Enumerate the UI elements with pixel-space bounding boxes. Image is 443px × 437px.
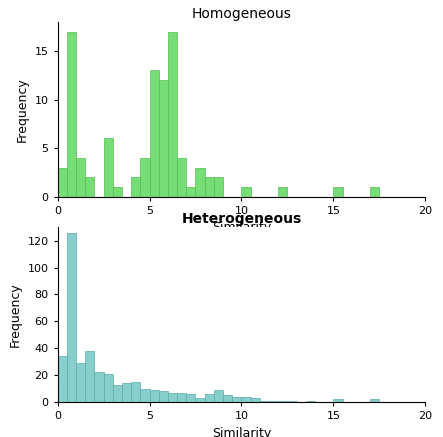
Bar	[58, 167, 67, 197]
Bar	[333, 399, 342, 402]
Title: Heterogeneous: Heterogeneous	[181, 212, 302, 226]
Bar	[140, 388, 149, 402]
Bar	[241, 187, 251, 197]
Bar	[67, 232, 76, 402]
Bar	[131, 177, 140, 197]
Bar	[370, 399, 379, 402]
Bar	[67, 31, 76, 197]
Bar	[333, 187, 342, 197]
Bar	[104, 139, 113, 197]
Bar	[177, 158, 186, 197]
Bar	[195, 398, 205, 402]
Y-axis label: Frequency: Frequency	[16, 77, 29, 142]
Bar	[223, 395, 232, 402]
Bar	[58, 356, 67, 402]
Bar	[177, 392, 186, 402]
Bar	[278, 187, 288, 197]
Bar	[269, 401, 278, 402]
Bar	[214, 177, 223, 197]
Bar	[370, 187, 379, 197]
Bar	[205, 394, 214, 402]
Bar	[113, 385, 122, 402]
Bar	[186, 394, 195, 402]
Bar	[168, 31, 177, 197]
Bar	[288, 401, 297, 402]
Bar	[232, 397, 241, 402]
Bar	[306, 401, 315, 402]
Bar	[168, 392, 177, 402]
Bar	[205, 177, 214, 197]
Bar	[104, 374, 113, 402]
Bar	[140, 158, 149, 197]
Title: Homogeneous: Homogeneous	[191, 7, 291, 21]
Bar	[76, 363, 85, 402]
Bar	[149, 390, 159, 402]
Bar	[251, 398, 260, 402]
Bar	[159, 80, 168, 197]
Bar	[186, 187, 195, 197]
Bar	[76, 158, 85, 197]
Bar	[131, 382, 140, 402]
Bar	[113, 187, 122, 197]
Bar	[149, 70, 159, 197]
Bar	[260, 401, 269, 402]
Bar	[122, 383, 131, 402]
Bar	[94, 372, 104, 402]
Bar	[278, 401, 288, 402]
Bar	[241, 397, 251, 402]
Bar	[85, 351, 94, 402]
Y-axis label: Frequency: Frequency	[9, 282, 22, 347]
Bar	[159, 391, 168, 402]
Bar	[214, 390, 223, 402]
X-axis label: Similarity: Similarity	[212, 221, 271, 234]
X-axis label: Similarity: Similarity	[212, 427, 271, 437]
Bar	[195, 167, 205, 197]
Bar	[85, 177, 94, 197]
